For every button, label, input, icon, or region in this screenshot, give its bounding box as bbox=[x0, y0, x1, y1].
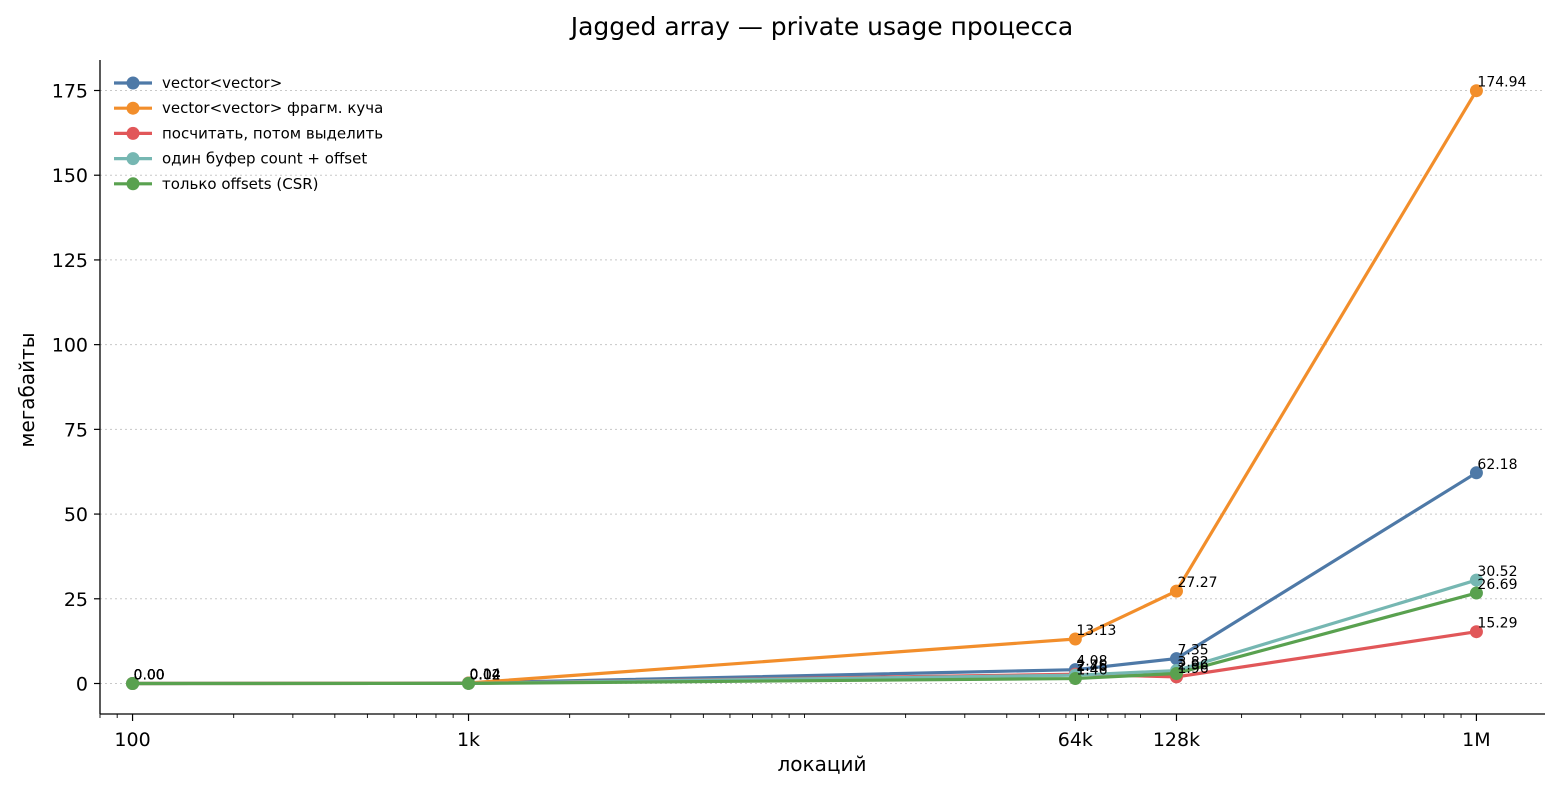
data-point bbox=[1469, 84, 1483, 98]
x-tick-label: 128k bbox=[1153, 729, 1200, 751]
data-point bbox=[462, 676, 476, 690]
x-tick-label: 1M bbox=[1462, 729, 1490, 751]
y-tick-label: 0 bbox=[76, 674, 88, 696]
data-label: 1.96 bbox=[1177, 661, 1208, 677]
data-point bbox=[1068, 672, 1082, 686]
data-point bbox=[1169, 652, 1183, 666]
data-label: 15.29 bbox=[1477, 616, 1517, 632]
data-point bbox=[1469, 586, 1483, 600]
legend-swatch-marker bbox=[126, 101, 140, 115]
legend-label: vector<vector> фрагм. куча bbox=[162, 99, 383, 117]
y-tick-label: 150 bbox=[52, 165, 88, 187]
data-label: 13.13 bbox=[1076, 623, 1116, 639]
data-label: 0.02 bbox=[470, 667, 501, 683]
legend-swatch-marker bbox=[126, 76, 140, 90]
data-label: 27.27 bbox=[1177, 575, 1217, 591]
ticks: 0 25 50 75 100 125 150 175 100 1k 64k 128k 1M bbox=[52, 80, 1491, 751]
y-tick-label: 75 bbox=[64, 419, 88, 441]
series-line bbox=[130, 89, 1479, 686]
data-point bbox=[1469, 466, 1483, 480]
data-label: 4.08 bbox=[1076, 654, 1107, 670]
axes bbox=[99, 60, 1545, 715]
legend-item: vector<vector> фрагм. куча bbox=[114, 99, 383, 117]
data-label: 2.75 bbox=[1076, 658, 1107, 674]
chart-title: Jagged array — private usage процесса bbox=[569, 12, 1074, 41]
data-point bbox=[126, 677, 140, 691]
legend-label: посчитать, потом выделить bbox=[162, 124, 383, 142]
series-4 bbox=[126, 573, 1483, 691]
series-line bbox=[130, 591, 1479, 686]
data-label: 0.02 bbox=[470, 667, 501, 683]
data-point bbox=[1169, 666, 1183, 680]
data-label: 7.35 bbox=[1177, 643, 1208, 659]
y-tick-label: 125 bbox=[52, 250, 88, 272]
data-label: 0.00 bbox=[134, 668, 165, 684]
data-label: 0.00 bbox=[134, 668, 165, 684]
x-tick-label: 64k bbox=[1058, 729, 1093, 751]
data-label: 0.00 bbox=[134, 668, 165, 684]
data-point bbox=[1169, 584, 1183, 598]
y-tick-label: 100 bbox=[52, 335, 88, 357]
data-label: 174.94 bbox=[1477, 75, 1526, 91]
y-tick-label: 25 bbox=[64, 589, 88, 611]
data-label: 30.52 bbox=[1477, 564, 1517, 580]
data-label: 0.14 bbox=[470, 667, 501, 683]
legend-label: только offsets (CSR) bbox=[162, 175, 319, 193]
y-axis-label: мегабайты bbox=[15, 332, 39, 447]
legend-swatch-marker bbox=[126, 177, 140, 191]
series bbox=[126, 84, 1483, 691]
series-2 bbox=[126, 84, 1483, 691]
data-label: 26.69 bbox=[1477, 577, 1517, 593]
legend-swatch-marker bbox=[126, 126, 140, 140]
y-tick-label: 50 bbox=[64, 504, 88, 526]
data-label: 2.96 bbox=[1177, 657, 1208, 673]
data-label: 0.00 bbox=[134, 668, 165, 684]
series-line bbox=[130, 578, 1479, 686]
series-line bbox=[130, 471, 1479, 686]
data-label: 0.04 bbox=[470, 667, 501, 683]
data-point bbox=[1068, 632, 1082, 646]
y-tick-label: 175 bbox=[52, 80, 88, 102]
data-point bbox=[1469, 573, 1483, 587]
legend-item: vector<vector> bbox=[114, 74, 282, 92]
legend-item: только offsets (CSR) bbox=[114, 175, 319, 193]
series-1 bbox=[126, 466, 1483, 691]
legend-item: посчитать, потом выделить bbox=[114, 124, 383, 142]
x-tick-label: 100 bbox=[114, 729, 150, 751]
legend-item: один буфер count + offset bbox=[114, 150, 367, 168]
data-point bbox=[1469, 625, 1483, 639]
x-tick-label: 1k bbox=[457, 729, 480, 751]
legend: vector<vector> vector<vector> фрагм. куча… bbox=[114, 74, 383, 193]
legend-label: vector<vector> bbox=[162, 74, 282, 92]
data-label: 62.18 bbox=[1477, 457, 1517, 473]
data-label: 3.82 bbox=[1177, 655, 1208, 671]
legend-label: один буфер count + offset bbox=[162, 150, 367, 168]
legend-swatch-marker bbox=[126, 152, 140, 166]
data-label: 2.46 bbox=[1076, 659, 1107, 675]
x-axis-label: локаций bbox=[778, 752, 867, 776]
data-label: 1.46 bbox=[1076, 663, 1107, 679]
data-label: 0.14 bbox=[470, 667, 501, 683]
series-5 bbox=[126, 586, 1483, 691]
data-label: 0.00 bbox=[134, 668, 165, 684]
